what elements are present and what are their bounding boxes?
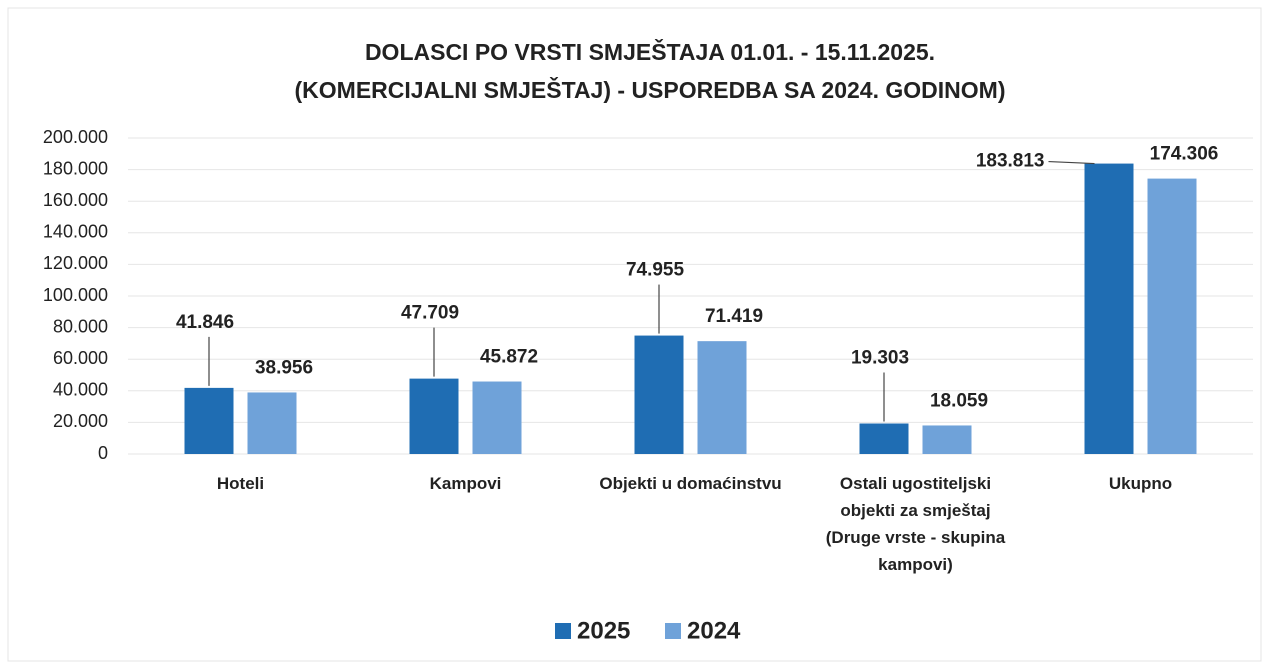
x-tick-label: Ostali ugostiteljski objekti za smještaj(… <box>826 474 1006 574</box>
x-tick-label: Hoteli <box>217 474 264 493</box>
data-label: 183.813 <box>976 151 1045 172</box>
bar <box>184 387 234 454</box>
data-label: 74.955 <box>626 260 685 281</box>
data-label: 41.846 <box>176 312 234 333</box>
data-label: 19.303 <box>851 348 909 369</box>
data-label: 38.956 <box>255 357 313 378</box>
leader-line <box>1048 160 1095 165</box>
bar <box>1147 178 1197 454</box>
data-label: 18.059 <box>930 390 988 411</box>
bar <box>859 423 909 454</box>
bar <box>922 425 972 454</box>
bar <box>1084 163 1134 455</box>
chart-title: DOLASCI PO VRSTI SMJEŠTAJA 01.01. - 15.1… <box>365 38 935 65</box>
data-label: 71.419 <box>705 306 763 327</box>
bar <box>472 381 522 454</box>
data-label: 174.306 <box>1150 144 1219 165</box>
legend-label: 2025 <box>577 617 630 644</box>
y-tick-label: 140.000 <box>43 222 108 242</box>
y-tick-label: 120.000 <box>43 253 108 273</box>
bar <box>697 341 747 454</box>
y-tick-label: 20.000 <box>53 411 108 431</box>
y-tick-label: 80.000 <box>53 316 108 336</box>
legend-swatch <box>555 623 571 639</box>
x-tick-label: Kampovi <box>430 474 502 493</box>
y-tick-label: 100.000 <box>43 285 108 305</box>
legend-label: 2024 <box>687 617 741 644</box>
data-label: 45.872 <box>480 347 538 368</box>
legend-swatch <box>665 623 681 639</box>
data-label: 47.709 <box>401 303 459 324</box>
x-tick-label: Objekti u domaćinstvu <box>599 474 781 493</box>
y-tick-label: 180.000 <box>43 158 108 178</box>
x-tick-label: Ukupno <box>1109 474 1172 493</box>
y-tick-label: 40.000 <box>53 380 108 400</box>
y-tick-label: 60.000 <box>53 348 108 368</box>
y-tick-label: 160.000 <box>43 190 108 210</box>
y-tick-label: 0 <box>98 443 108 463</box>
chart-frame <box>7 7 1262 662</box>
chart-title: (KOMERCIJALNI SMJEŠTAJ) - USPOREDBA SA 2… <box>295 76 1006 103</box>
bar <box>634 335 684 454</box>
bar <box>247 392 297 454</box>
bar <box>409 378 459 454</box>
y-tick-label: 200.000 <box>43 127 108 147</box>
